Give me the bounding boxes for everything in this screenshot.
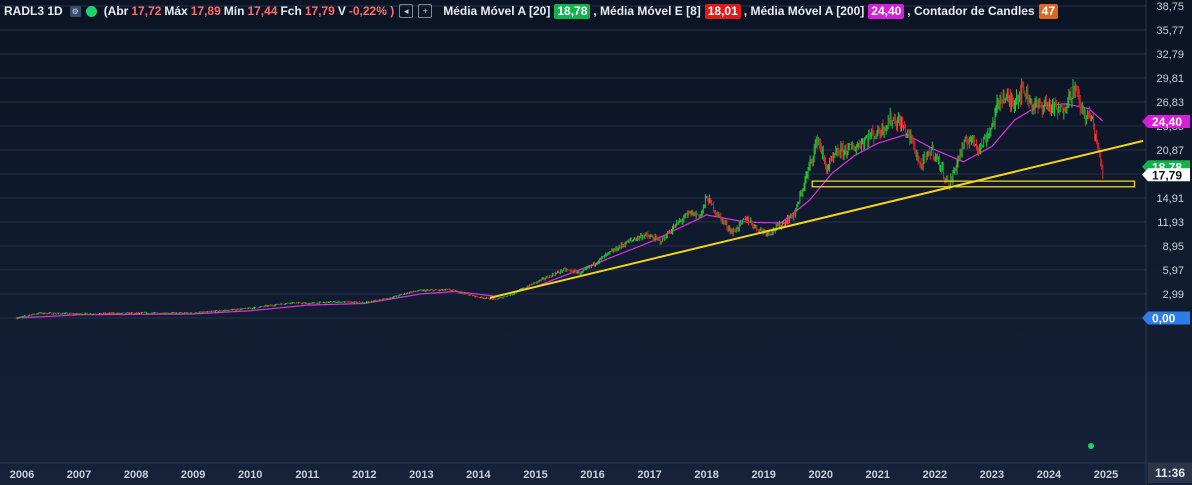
add-indicator-icon[interactable]: + [418, 4, 433, 18]
y-tick-label: 32,79 [1156, 49, 1184, 61]
symbol-label: RADL3 1D [4, 4, 63, 18]
x-tick-label: 2008 [124, 469, 148, 481]
x-tick-label: 2012 [352, 469, 376, 481]
x-tick-label: 2022 [923, 469, 947, 481]
x-tick-label: 2013 [409, 469, 433, 481]
x-tick-label: 2010 [238, 469, 262, 481]
live-status-icon [85, 5, 97, 17]
indicator-name[interactable]: , Contador de Candles [907, 3, 1035, 18]
indicator-name[interactable]: , Média Móvel A [200] [743, 3, 865, 18]
y-tick-label: 35,77 [1156, 25, 1184, 37]
x-tick-label: 2007 [67, 469, 91, 481]
x-tick-label: 2020 [808, 469, 832, 481]
y-tick-label: 26,83 [1156, 97, 1184, 109]
y-tick-label: 11,93 [1157, 217, 1184, 229]
price-label-bg [1142, 115, 1190, 129]
indicator-value-badge: 18,01 [704, 3, 741, 19]
ohlc-value: 17,44 [247, 4, 278, 18]
price-label: 0,00 [1142, 311, 1190, 326]
x-tick-label: 2021 [866, 469, 890, 481]
x-tick-label: 2018 [694, 469, 718, 481]
candles-layer [15, 78, 1104, 320]
ohlc-readout: (Abr 17,72 Máx 17,89 Mín 17,44 Fch 17,79 V -0,22%… [101, 4, 395, 18]
y-tick-label: 8,95 [1163, 241, 1184, 253]
y-tick-label: 2,99 [1163, 289, 1184, 301]
y-tick-label: 14,91 [1156, 193, 1184, 205]
x-tick-label: 2019 [751, 469, 775, 481]
ohlc-label: V [337, 4, 346, 18]
y-tick-label: 20,87 [1156, 145, 1184, 157]
chart-settings-icon[interactable]: ⚙ [69, 5, 81, 17]
x-tick-label: 2011 [295, 469, 319, 481]
x-tick-label: 2024 [1037, 469, 1062, 481]
indicator-value-badge: 18,78 [554, 3, 591, 19]
indicator-value-badge: 24,40 [868, 3, 905, 19]
x-tick-label: 2025 [1094, 469, 1118, 481]
trendline [489, 139, 1144, 299]
ohlc-label: (Abr [103, 4, 129, 18]
ohlc-label: Máx [164, 4, 188, 18]
x-tick-label: 2015 [523, 469, 547, 481]
y-tick-label: 5,97 [1163, 265, 1184, 277]
ohlc-value: 17,72 [131, 4, 162, 18]
price-label-bg [1142, 168, 1190, 182]
ma200-layer [16, 103, 1103, 319]
ma200-line [16, 103, 1103, 319]
ohlc-label: Fch [280, 4, 302, 18]
x-axis[interactable]: 2006 2007 2008 2009 2010 2011 2012 2013 2014 2015… [10, 469, 1118, 481]
indicator-value-badge: 47 [1038, 3, 1059, 19]
price-label: 17,79 [1142, 168, 1190, 182]
y-tick-label: 38,75 [1156, 1, 1184, 13]
indicator-name[interactable]: Média Móvel A [20] [443, 3, 551, 18]
x-tick-label: 2006 [10, 469, 34, 481]
collapse-icon[interactable]: ◂ [399, 4, 414, 18]
support-zone [811, 180, 1136, 188]
price-label-value: 24,40 [1152, 115, 1182, 129]
price-label-bg [1142, 311, 1190, 325]
x-tick-label: 2009 [181, 469, 205, 481]
status-dot [1088, 443, 1094, 449]
indicator-list: Média Móvel A [20] 18,78, Média Móvel E [… [440, 3, 1059, 19]
x-tick-label: 2014 [466, 469, 491, 481]
price-label-value: 17,79 [1152, 168, 1182, 182]
ohlc-label: Mín [223, 4, 245, 18]
x-tick-label: 2023 [980, 469, 1004, 481]
chart-header: RADL3 1D ⚙ (Abr 17,72 Máx 17,89 Mín 17,44 Fch 1… [4, 2, 1059, 20]
price-label: 24,40 [1142, 115, 1190, 129]
x-tick-label: 2017 [637, 469, 661, 481]
ohlc-value: 17,79 [304, 4, 335, 18]
time-label: 11:36 [1148, 463, 1192, 483]
price-label-value: 0,00 [1152, 312, 1176, 326]
ohlc-value: -0,22% ) [348, 4, 395, 18]
indicator-name[interactable]: , Média Móvel E [8] [593, 3, 701, 18]
ohlc-value: 17,89 [190, 4, 221, 18]
x-tick-label: 2016 [580, 469, 604, 481]
y-tick-label: 29,81 [1156, 73, 1184, 85]
overlays-layer [489, 139, 1144, 449]
